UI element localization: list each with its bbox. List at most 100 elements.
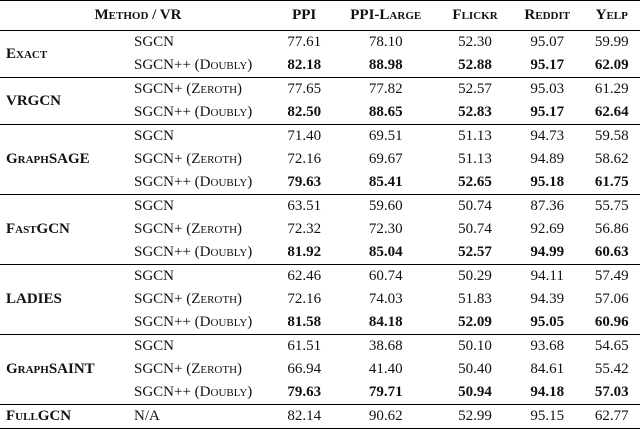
- value-cell: 77.82: [332, 77, 440, 101]
- value-cell: 95.07: [511, 30, 584, 54]
- value-cell: 81.58: [287, 314, 322, 330]
- value-cell: 72.16: [287, 151, 322, 167]
- method-label: LADIES: [0, 264, 126, 335]
- value-cell: 95.17: [530, 57, 565, 73]
- value-cell: 50.29: [439, 264, 511, 288]
- value-cell: 79.63: [287, 174, 322, 190]
- value-cell: 58.62: [594, 151, 629, 167]
- table-row: SGCN+ (Zeroth) 72.32 72.30 50.74 92.69 56.86: [0, 218, 640, 241]
- value-cell: 85.04: [368, 244, 403, 260]
- value-cell: 51.13: [439, 124, 511, 148]
- value-cell: 50.10: [439, 334, 511, 358]
- table-row: GraphSAGE SGCN 71.40 69.51 51.13 94.73 59.58: [0, 124, 640, 195]
- value-cell: 94.39: [530, 291, 565, 307]
- table-row: SGCN++ (Doubly) 81.92 85.04 52.57 94.99 60.63: [0, 241, 640, 265]
- value-cell: 77.61: [276, 30, 333, 54]
- value-cell: 79.71: [368, 384, 403, 400]
- vr-label: N/A: [126, 404, 276, 429]
- value-cell: 50.74: [458, 221, 492, 237]
- method-label: GraphSAINT: [0, 334, 126, 405]
- value-cell: 55.42: [594, 361, 629, 377]
- vr-label: SGCN++ (Doubly): [134, 244, 253, 260]
- table-row: Exact SGCN 77.61 78.10 52.30 95.07 59.99: [0, 30, 640, 78]
- value-cell: 74.03: [368, 291, 403, 307]
- vr-label: SGCN+ (Zeroth): [134, 151, 243, 167]
- table-row: VRGCN SGCN+ (Zeroth) 77.65 77.82 52.57 95.03 6…: [0, 77, 640, 125]
- value-cell: 82.50: [287, 104, 322, 120]
- value-cell: 81.92: [287, 244, 322, 260]
- value-cell: 52.30: [439, 30, 511, 54]
- vr-label: SGCN: [126, 124, 276, 148]
- vr-label: SGCN++ (Doubly): [134, 174, 253, 190]
- value-cell: 95.18: [530, 174, 565, 190]
- vr-label: SGCN++ (Doubly): [134, 104, 253, 120]
- value-cell: 95.15: [511, 404, 584, 429]
- value-cell: 62.09: [594, 57, 629, 73]
- value-cell: 88.98: [368, 57, 403, 73]
- value-cell: 59.60: [332, 194, 440, 218]
- value-cell: 55.75: [583, 194, 640, 218]
- value-cell: 82.14: [276, 404, 333, 429]
- vr-label: SGCN+ (Zeroth): [134, 291, 243, 307]
- value-cell: 60.96: [594, 314, 629, 330]
- value-cell: 59.58: [583, 124, 640, 148]
- table-row: FastGCN SGCN 63.51 59.60 50.74 87.36 55.75: [0, 194, 640, 265]
- value-cell: 52.88: [458, 57, 492, 73]
- value-cell: 84.18: [368, 314, 403, 330]
- column-header: Flickr: [439, 0, 511, 31]
- value-cell: 62.64: [594, 104, 629, 120]
- value-cell: 56.86: [594, 221, 629, 237]
- value-cell: 38.68: [332, 334, 440, 358]
- vr-label: SGCN: [126, 30, 276, 54]
- value-cell: 52.99: [439, 404, 511, 429]
- column-header: Yelp: [583, 0, 640, 31]
- value-cell: 57.06: [594, 291, 629, 307]
- value-cell: 57.49: [583, 264, 640, 288]
- value-cell: 51.83: [458, 291, 492, 307]
- value-cell: 41.40: [368, 361, 403, 377]
- vr-label: SGCN+ (Zeroth): [126, 77, 276, 101]
- table-row: GraphSAINT SGCN 61.51 38.68 50.10 93.68 54.65: [0, 334, 640, 405]
- value-cell: 60.63: [594, 244, 629, 260]
- value-cell: 72.16: [287, 291, 322, 307]
- value-cell: 50.94: [458, 384, 492, 400]
- table-row: SGCN+ (Zeroth) 72.16 69.67 51.13 94.89 58.62: [0, 148, 640, 171]
- value-cell: 94.18: [530, 384, 565, 400]
- value-cell: 94.99: [530, 244, 565, 260]
- table-row: SGCN++ (Doubly) 79.63 85.41 52.65 95.18 61.75: [0, 171, 640, 195]
- method-label: Exact: [0, 30, 126, 78]
- value-cell: 95.03: [511, 77, 584, 101]
- value-cell: 69.67: [368, 151, 403, 167]
- column-header: PPI: [276, 0, 333, 31]
- value-cell: 94.89: [530, 151, 565, 167]
- value-cell: 51.13: [458, 151, 492, 167]
- vr-label: SGCN+ (Zeroth): [134, 221, 243, 237]
- value-cell: 62.46: [276, 264, 333, 288]
- method-label: VRGCN: [0, 77, 126, 125]
- table-row: SGCN++ (Doubly) 82.18 88.98 52.88 95.17 62.09: [0, 54, 640, 78]
- table-row: SGCN++ (Doubly) 79.63 79.71 50.94 94.18 57.03: [0, 381, 640, 405]
- value-cell: 71.40: [276, 124, 333, 148]
- value-cell: 78.10: [332, 30, 440, 54]
- value-cell: 94.73: [511, 124, 584, 148]
- value-cell: 52.09: [458, 314, 492, 330]
- value-cell: 85.41: [368, 174, 403, 190]
- value-cell: 92.69: [530, 221, 565, 237]
- column-header: PPI-Large: [332, 0, 440, 31]
- value-cell: 52.83: [458, 104, 492, 120]
- value-cell: 79.63: [287, 384, 322, 400]
- table-row: SGCN+ (Zeroth) 66.94 41.40 50.40 84.61 55.42: [0, 358, 640, 381]
- table-row: FullGCN N/A 82.14 90.62 52.99 95.15 62.77: [0, 404, 640, 429]
- table-row: SGCN++ (Doubly) 82.50 88.65 52.83 95.17 62.64: [0, 101, 640, 125]
- column-header: Reddit: [511, 0, 584, 31]
- value-cell: 69.51: [332, 124, 440, 148]
- method-label: GraphSAGE: [0, 124, 126, 195]
- vr-label: SGCN++ (Doubly): [134, 314, 253, 330]
- value-cell: 88.65: [368, 104, 403, 120]
- value-cell: 50.40: [458, 361, 492, 377]
- value-cell: 61.51: [276, 334, 333, 358]
- value-cell: 62.77: [583, 404, 640, 429]
- value-cell: 57.03: [594, 384, 629, 400]
- value-cell: 87.36: [511, 194, 584, 218]
